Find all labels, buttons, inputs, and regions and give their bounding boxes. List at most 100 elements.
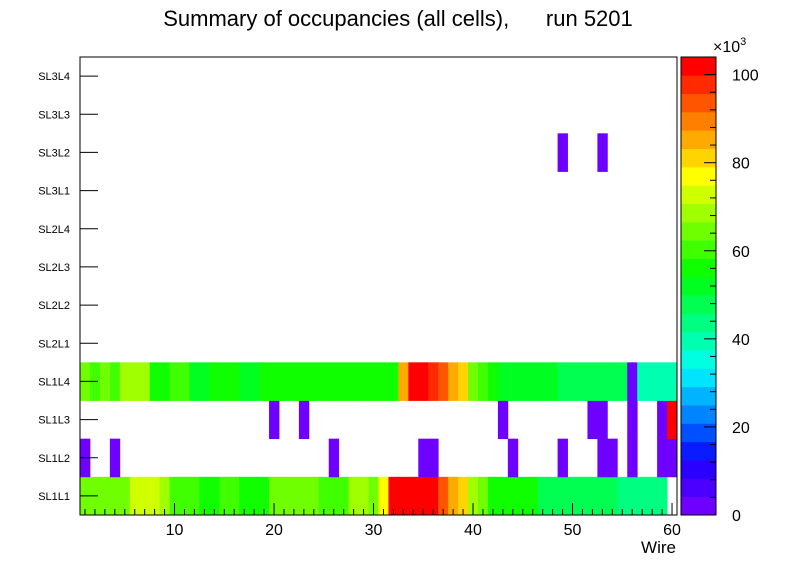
heatmap-cell: [398, 476, 409, 516]
heatmap-cell: [617, 362, 628, 401]
heatmap-cell: [408, 362, 419, 401]
y-tick-label: SL3L1: [38, 186, 70, 198]
heatmap-cell: [567, 362, 578, 401]
heatmap-cell: [468, 476, 479, 516]
heatmap-cell: [667, 438, 678, 478]
z-tick-label: 20: [732, 420, 750, 437]
heatmap-cell: [358, 362, 369, 401]
palette-swatch: [681, 331, 716, 351]
heatmap-cell: [328, 438, 340, 478]
heatmap-cell: [189, 476, 200, 516]
heatmap-cell: [269, 400, 280, 440]
x-tick-label: 40: [464, 522, 482, 539]
heatmap-cell: [478, 362, 489, 401]
heatmap-cell: [487, 476, 499, 516]
heatmap-cell: [378, 362, 389, 401]
heatmap-cell: [368, 476, 379, 516]
heatmap-cell: [667, 400, 678, 440]
heatmap-cell: [239, 476, 250, 516]
heatmap-cell: [318, 362, 330, 401]
heatmap-cell: [537, 362, 549, 401]
heatmap-cell: [587, 362, 598, 401]
heatmap-cell: [139, 476, 151, 516]
heatmap-cell: [517, 476, 529, 516]
heatmap-cell: [428, 476, 439, 516]
heatmap-cell: [597, 133, 608, 172]
heatmap-cell: [169, 362, 180, 401]
y-tick-label: SL1L4: [38, 376, 70, 388]
plot-frame: [79, 56, 678, 516]
y-tick-label: SL1L1: [38, 491, 70, 503]
palette-swatch: [681, 203, 716, 223]
heatmap-cell: [408, 476, 419, 516]
heatmap-cell: [288, 476, 300, 516]
heatmap-cell: [169, 476, 180, 516]
heatmap-cell: [298, 400, 310, 440]
heatmap-cell: [637, 476, 648, 516]
heatmap-cell: [249, 362, 260, 401]
heatmap-cell: [537, 476, 549, 516]
heatmap-cell: [149, 362, 160, 401]
heatmap-cell: [308, 476, 320, 516]
heatmap-cell: [627, 362, 638, 401]
heatmap-cell: [458, 362, 469, 401]
heatmap-cell: [597, 438, 608, 478]
heatmap-cell: [587, 476, 598, 516]
heatmap-cell: [179, 476, 190, 516]
heatmap-cell: [209, 362, 220, 401]
x-tick-label: 50: [564, 522, 582, 539]
heatmap-cell: [338, 476, 350, 516]
heatmap-cell: [647, 476, 658, 516]
heatmap-cell: [557, 133, 568, 172]
heatmap-cell: [557, 362, 568, 401]
heatmap-cell: [458, 476, 469, 516]
palette-swatch: [681, 276, 716, 296]
palette-swatch: [681, 386, 716, 406]
y-tick-label: SL2L4: [38, 224, 70, 236]
heatmap-cell: [279, 476, 290, 516]
palette-swatch: [681, 405, 716, 424]
heatmap-cell: [229, 362, 240, 401]
heatmap-cell: [527, 362, 539, 401]
palette-swatch: [681, 75, 716, 95]
y-tick-label: SL1L3: [38, 415, 70, 427]
heatmap-cell: [418, 476, 429, 516]
heatmap-cell: [209, 476, 220, 516]
palette-swatch: [681, 185, 716, 204]
palette-swatch: [681, 295, 716, 314]
z-multiplier-exponent: 3: [740, 36, 746, 48]
heatmap-cell: [607, 438, 618, 478]
heatmap-cell: [109, 362, 121, 401]
heatmap-cell: [159, 362, 170, 401]
heatmap-cell: [348, 476, 359, 516]
heatmap-cell: [338, 362, 350, 401]
heatmap-cell: [318, 476, 330, 516]
heatmap-cell: [229, 476, 240, 516]
heatmap-cell: [597, 476, 608, 516]
heatmap-cell: [478, 476, 489, 516]
heatmap-cell: [547, 476, 558, 516]
y-tick-label: SL1L2: [38, 453, 70, 465]
x-tick-label: 60: [663, 522, 681, 539]
heatmap-cell: [259, 362, 270, 401]
heatmap-cell: [497, 362, 509, 401]
axes-layer: SL1L1 SL1L2 SL1L3 SL1L4 SL2L1 SL2L2 SL2L3 SL2L4…: [38, 71, 681, 539]
palette-swatch: [681, 166, 716, 186]
heatmap-cell: [487, 362, 499, 401]
heatmap-cell: [398, 362, 409, 401]
heatmap-cell: [507, 362, 519, 401]
y-tick-label: SL2L3: [38, 262, 70, 274]
heatmap-cell: [448, 476, 459, 516]
z-multiplier-label: ×103: [713, 36, 746, 56]
heatmap-cell: [617, 476, 628, 516]
heatmap-cell: [219, 476, 230, 516]
heatmap-cell: [388, 476, 399, 516]
heatmap-cell: [139, 362, 151, 401]
heatmap-cell: [657, 362, 668, 401]
palette-swatch: [681, 368, 716, 388]
palette-swatch: [681, 478, 716, 498]
heatmap-cell: [657, 438, 668, 478]
y-tick-label: SL3L2: [38, 147, 70, 159]
